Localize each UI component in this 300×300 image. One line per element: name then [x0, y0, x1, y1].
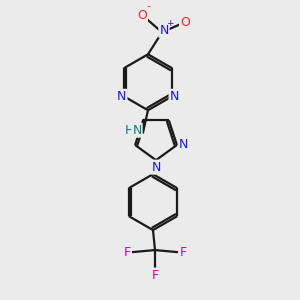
- Text: O: O: [137, 9, 147, 22]
- Text: H: H: [124, 124, 134, 137]
- Text: N: N: [159, 24, 169, 37]
- Text: F: F: [152, 268, 159, 281]
- Text: N: N: [169, 90, 179, 103]
- Text: -: -: [146, 2, 150, 11]
- Text: O: O: [180, 16, 190, 29]
- Text: N: N: [151, 161, 161, 174]
- Text: N: N: [179, 139, 189, 152]
- Text: N: N: [132, 124, 142, 137]
- Text: N: N: [117, 90, 127, 103]
- Text: +: +: [166, 19, 174, 28]
- Text: F: F: [124, 246, 130, 259]
- Text: F: F: [179, 246, 187, 259]
